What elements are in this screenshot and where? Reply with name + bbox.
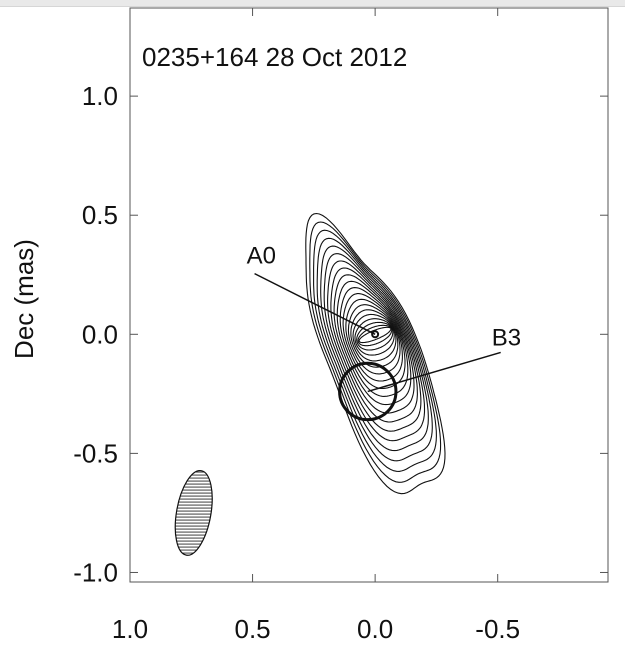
contour-level-15 xyxy=(352,313,397,362)
y-tick-label-0: 1.0 xyxy=(82,81,118,111)
axis-ticks xyxy=(129,8,608,582)
y-axis-label: Dec (mas) xyxy=(9,239,39,359)
component-B3-label: B3 xyxy=(492,324,521,351)
plot-frame xyxy=(129,7,609,583)
contour-level-10 xyxy=(339,287,409,397)
contour-level-2 xyxy=(313,229,437,472)
component-B3-marker xyxy=(338,361,398,422)
contour-level-7 xyxy=(330,267,418,423)
y-tick-label-4: -1.0 xyxy=(73,557,118,587)
x-tick-label-3: -0.5 xyxy=(475,614,520,644)
x-tick-label-2: 0.0 xyxy=(357,614,393,644)
contour-level-4 xyxy=(320,245,429,452)
contour-level-3 xyxy=(316,237,433,462)
chart-title: 0235+164 28 Oct 2012 xyxy=(142,42,407,72)
components: A0 B3 xyxy=(247,243,521,422)
contour-level-0 xyxy=(305,212,446,495)
y-tick-label-3: -0.5 xyxy=(73,438,118,468)
x-tick-labels: 1.0 0.5 0.0 -0.5 xyxy=(112,614,520,644)
component-A0-leader xyxy=(254,272,376,335)
window-top-strip xyxy=(0,0,625,7)
component-A0-label: A0 xyxy=(247,243,276,270)
contour-level-8 xyxy=(333,274,415,414)
contour-level-11 xyxy=(342,293,406,390)
y-tick-labels: 1.0 0.5 0.0 -0.5 -1.0 xyxy=(73,81,118,587)
x-tick-label-1: 0.5 xyxy=(234,614,270,644)
contour-level-17 xyxy=(356,321,394,351)
beam-ellipse xyxy=(169,468,219,557)
contour-level-13 xyxy=(347,304,401,375)
contour-level-5 xyxy=(323,253,426,442)
contour-level-14 xyxy=(350,309,399,368)
y-tick-label-1: 0.5 xyxy=(82,200,118,230)
component-B3-leader xyxy=(367,351,501,393)
x-tick-label-0: 1.0 xyxy=(112,614,148,644)
component-A0-marker xyxy=(371,330,380,339)
contour-level-6 xyxy=(327,260,422,432)
contour-level-9 xyxy=(336,280,412,406)
contour-level-16 xyxy=(354,318,395,356)
y-tick-label-2: 0.0 xyxy=(82,319,118,349)
beam-outline xyxy=(174,470,213,556)
contour-level-19 xyxy=(358,326,392,344)
contour-level-1 xyxy=(309,221,442,483)
contour-level-12 xyxy=(345,298,403,382)
beam-hatching xyxy=(169,468,219,557)
contour-level-18 xyxy=(357,324,393,347)
contour-lines xyxy=(305,212,446,495)
